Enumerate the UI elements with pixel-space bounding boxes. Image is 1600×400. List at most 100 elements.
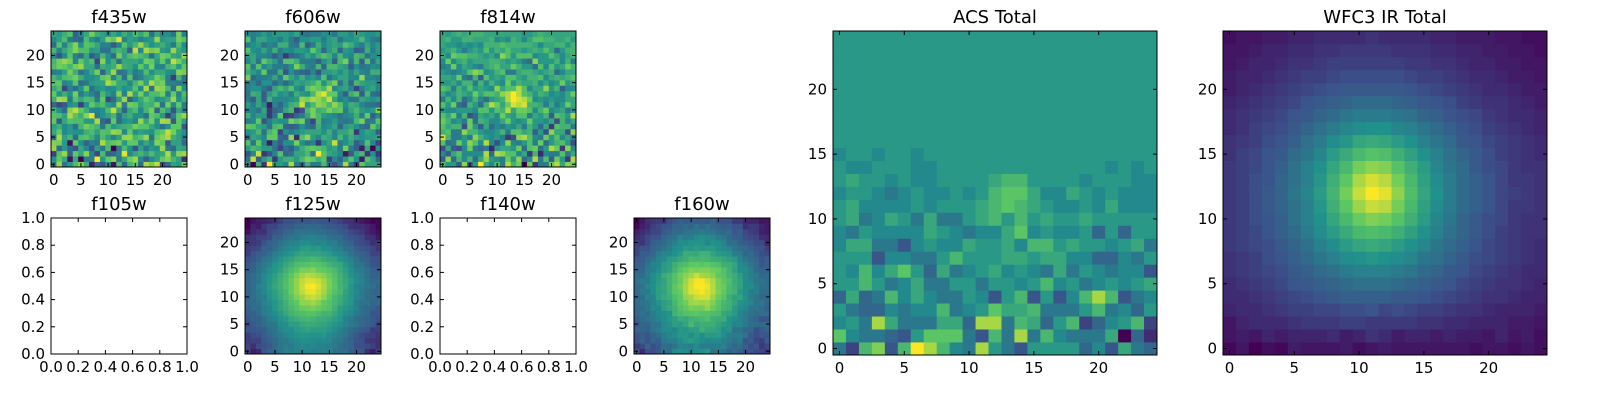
heatmap-cell [699,326,706,333]
heatmap-cell [988,147,1002,161]
heatmap-cell [348,348,355,355]
heatmap-cell [1404,316,1418,330]
heatmap-cell [759,218,765,224]
heatmap-cell [288,218,295,224]
heatmap-cell [78,134,85,141]
heatmap-cell [304,305,311,311]
heatmap-cell [845,147,860,161]
heatmap-cell [337,85,344,92]
heatmap-cell [299,332,306,339]
heatmap-cell [1235,342,1250,356]
heatmap-cell [897,212,912,226]
heatmap-cell [127,36,133,43]
heatmap-cell [321,107,327,113]
heatmap-cell [1079,134,1093,149]
heatmap-cell [1443,121,1457,136]
heatmap-cell [1313,290,1328,304]
heatmap-cell [353,250,360,257]
heatmap-cell [1404,56,1418,71]
heatmap-cell [261,234,268,241]
heatmap-cell [1326,43,1341,58]
heatmap-cell [440,63,446,70]
heatmap-cell [672,348,678,355]
heatmap-cell [138,123,144,130]
heatmap-cell [704,337,711,344]
heatmap-cell [1287,31,1302,45]
heatmap-cell [315,96,322,103]
heatmap-cell [288,332,295,339]
heatmap-cell [61,150,68,157]
heatmap-cell [277,261,284,268]
heatmap-cell [1326,134,1341,149]
heatmap-cell [293,337,300,344]
y-tick-label: 5 [229,128,239,146]
heatmap-cell [910,277,925,291]
heatmap-cell [1287,277,1302,291]
heatmap-cell [266,123,273,130]
heatmap-cell [72,118,79,124]
heatmap-cell [1053,134,1067,149]
heatmap-cell [644,321,651,328]
heatmap-cell [483,128,490,135]
heatmap-cell [1365,147,1379,161]
heatmap-cell [272,139,279,146]
heatmap-cell [261,118,268,124]
heatmap-cell [83,128,90,135]
heatmap-cell [337,96,344,103]
heatmap-cell [677,234,684,241]
heatmap-cell [127,107,133,113]
heatmap-cell [1131,316,1145,330]
heatmap-cell [456,58,463,65]
heatmap-cell [359,107,366,113]
heatmap-cell [143,112,150,119]
heatmap-cell [1235,251,1250,265]
heatmap-cell [315,250,322,257]
heatmap-cell [682,239,689,246]
heatmap-cell [737,277,744,284]
x-tick-label: 0.8 [148,358,172,376]
heatmap-cell [315,321,322,328]
heatmap-cell [116,123,123,130]
heatmap-cell [1378,69,1392,84]
heatmap-cell [1223,238,1237,252]
heatmap-cell [1521,43,1535,58]
heatmap-cell [105,156,112,162]
heatmap-cell [871,238,886,252]
heatmap-cell [176,156,182,162]
heatmap-cell [99,96,106,103]
heatmap-cell [283,326,289,333]
heatmap-cell [764,223,771,230]
heatmap-cell [67,134,74,141]
heatmap-cell [1040,108,1054,123]
heatmap-cell [110,139,117,146]
heatmap-cell [704,294,711,300]
heatmap-cell [644,277,651,284]
heatmap-cell [962,160,976,174]
heatmap-cell [1079,43,1093,58]
heatmap-cell [884,173,899,187]
heatmap-cell [975,251,989,265]
heatmap-cell [315,326,322,333]
heatmap-cell [715,337,722,344]
heatmap-cell [467,145,474,152]
heatmap-cell [543,150,550,157]
heatmap-cell [89,123,95,130]
heatmap-cell [176,58,182,65]
heatmap-cell [272,123,279,130]
heatmap-cell [1105,134,1119,149]
heatmap-cell [94,58,101,65]
heatmap-cell [845,95,860,110]
heatmap-cell [1001,290,1015,304]
heatmap-cell [154,128,161,135]
y-tick-label: 20 [808,80,827,98]
heatmap-cell [245,85,251,92]
heatmap-cell [299,283,306,290]
heatmap-cell [677,245,684,252]
heatmap-cell [72,58,79,65]
heatmap-cell [554,161,561,168]
heatmap-cell [332,74,338,81]
heatmap-cell [1027,290,1041,304]
heatmap-cell [1534,277,1548,291]
heatmap-cell [1391,108,1405,123]
heatmap-cell [364,266,371,273]
